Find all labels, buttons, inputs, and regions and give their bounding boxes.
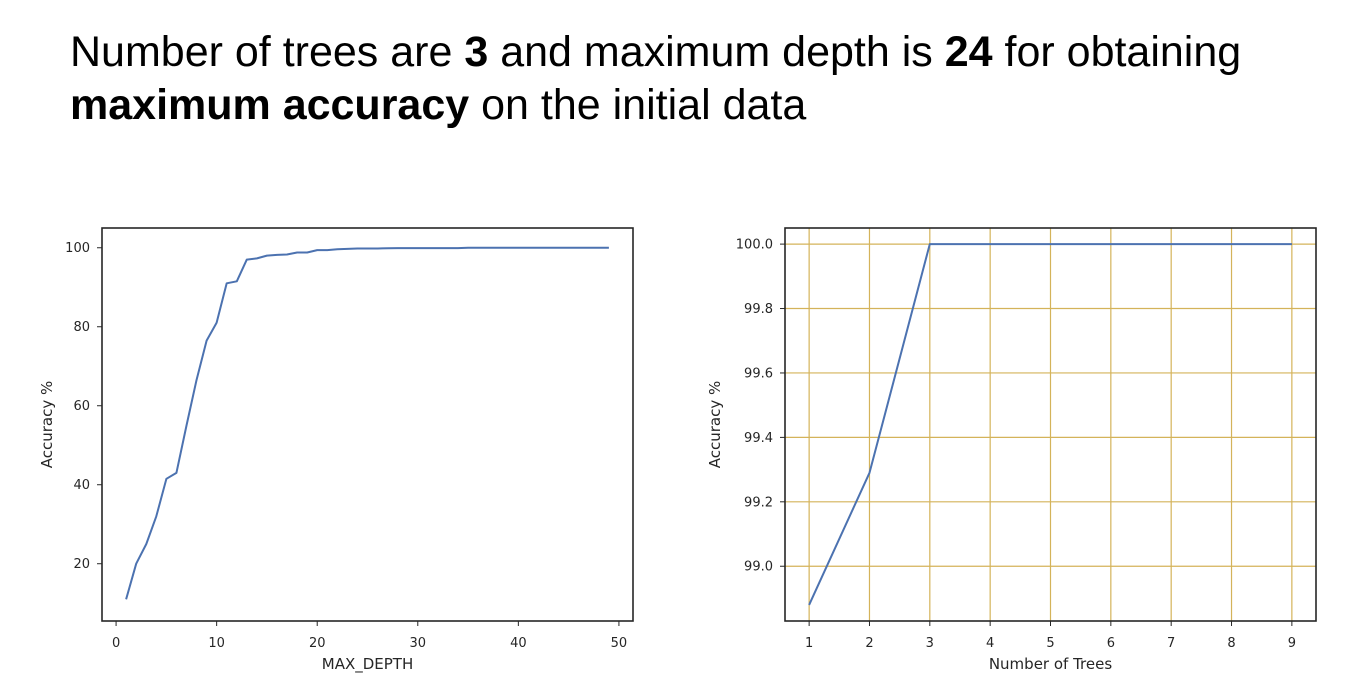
- x-tick-label: 30: [410, 636, 427, 651]
- plot-frame: [784, 227, 1317, 622]
- y-tick-label: 40: [73, 478, 90, 493]
- y-tick-label: 99.4: [744, 431, 773, 446]
- series-line: [808, 243, 1292, 606]
- x-tick-label: 1: [805, 636, 813, 651]
- x-tick-label: 40: [510, 636, 527, 651]
- y-tick-label: 99.2: [744, 495, 773, 510]
- x-axis-label: MAX_DEPTH: [322, 655, 414, 674]
- y-tick-label: 99.0: [744, 560, 773, 575]
- y-tick-label: 100.0: [736, 238, 773, 253]
- title-part: Number of trees are: [70, 28, 465, 76]
- y-axis-label: Accuracy %: [706, 381, 724, 469]
- series-line: [125, 246, 609, 600]
- x-tick-label: 3: [926, 636, 934, 651]
- x-tick-label: 20: [309, 636, 326, 651]
- title-part: 3: [464, 28, 489, 76]
- x-tick-label: 9: [1288, 636, 1296, 651]
- title-part: maximum accuracy: [70, 81, 470, 129]
- x-tick-label: 2: [865, 636, 873, 651]
- y-tick-label: 99.8: [744, 302, 773, 317]
- x-tick-label: 0: [112, 636, 120, 651]
- x-tick-label: 10: [208, 636, 225, 651]
- title-part: on the initial data: [469, 81, 807, 129]
- slide-title: Number of trees are 3 and maximum depth …: [70, 26, 1270, 132]
- y-axis-label: Accuracy %: [38, 381, 56, 469]
- title-part: and maximum depth is: [488, 28, 945, 76]
- x-tick-label: 7: [1167, 636, 1175, 651]
- title-part: for obtaining: [992, 28, 1242, 76]
- title-part: 24: [944, 28, 993, 76]
- y-tick-label: 80: [73, 320, 90, 335]
- y-tick-label: 60: [73, 399, 90, 414]
- x-tick-label: 4: [986, 636, 994, 651]
- y-tick-label: 20: [73, 557, 90, 572]
- x-tick-label: 8: [1227, 636, 1235, 651]
- y-tick-label: 100: [65, 241, 90, 256]
- x-tick-label: 5: [1046, 636, 1054, 651]
- x-axis-label: Number of Trees: [989, 655, 1113, 673]
- x-tick-label: 6: [1107, 636, 1115, 651]
- x-tick-label: 50: [611, 636, 628, 651]
- plot-frame: [101, 227, 634, 622]
- y-tick-label: 99.6: [744, 366, 773, 381]
